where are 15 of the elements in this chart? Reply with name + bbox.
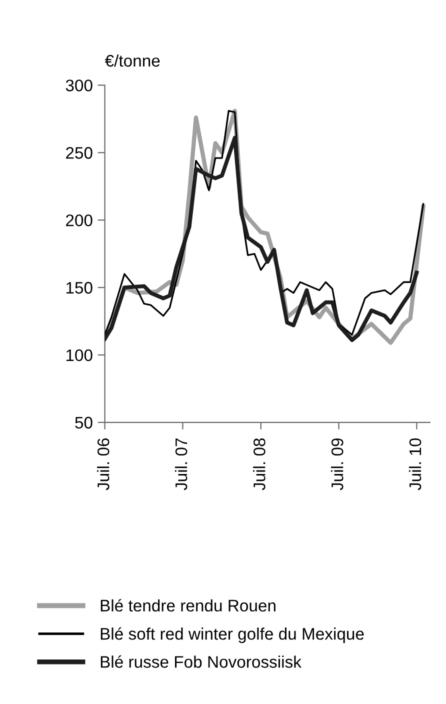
x-tick-label: Juil. 07 (174, 438, 188, 490)
y-tick-label: 300 (66, 80, 92, 92)
y-tick-label: 200 (66, 214, 92, 226)
y-tick-label: 100 (66, 349, 92, 362)
y-tick-label: 250 (66, 147, 92, 159)
y-tick-label: 150 (66, 282, 92, 294)
legend-label: Blé tendre rendu Rouen (100, 599, 276, 612)
x-tick-label: Juil. 08 (253, 438, 266, 490)
legend-label: Blé russe Fob Novorossiisk (100, 655, 302, 668)
y-axis-title: €/tonne (104, 54, 160, 67)
x-tick-label: Juil. 10 (408, 438, 422, 490)
legend-label: Blé soft red winter golfe du Mexique (100, 627, 364, 644)
x-tick-label: Juil. 06 (97, 438, 110, 490)
y-tick-label: 50 (75, 416, 92, 429)
x-tick-label: Juil. 09 (331, 438, 344, 490)
